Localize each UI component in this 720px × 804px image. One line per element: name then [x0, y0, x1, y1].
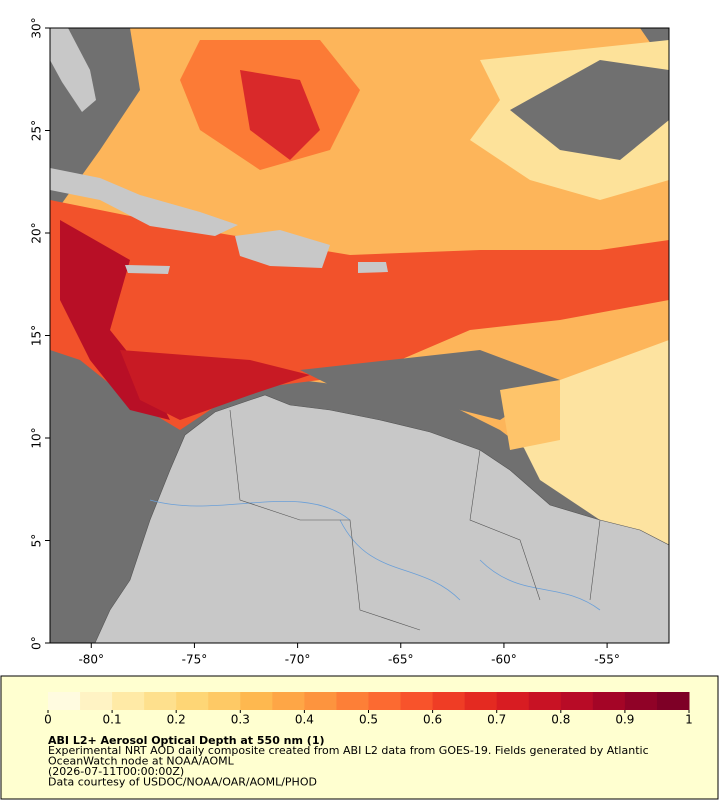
aod-field: [120, 350, 310, 420]
y-tick-label: 25°: [30, 120, 44, 141]
aod-field: [500, 380, 560, 450]
y-tick-label: 15°: [30, 325, 44, 346]
caption-line: Experimental NRT AOD daily composite cre…: [48, 744, 649, 757]
y-tick-label: 30°: [30, 17, 44, 38]
colorbar-swatch: [464, 692, 498, 710]
colorbar-swatch: [272, 692, 305, 710]
colorbar-swatch: [48, 692, 81, 710]
colorbar-swatch: [592, 692, 626, 710]
colorbar-tick-label: 0.8: [551, 713, 570, 727]
map-image: [50, 28, 669, 643]
y-tick-label: 10°: [30, 427, 44, 448]
colorbar-tick-label: 0.9: [615, 713, 634, 727]
colorbar-swatch: [208, 692, 241, 710]
colorbar-tick-label: 0.2: [167, 713, 186, 727]
colorbar-tick-label: 1: [685, 713, 693, 727]
colorbar-swatch: [80, 692, 113, 710]
y-tick-label: 5°: [30, 534, 44, 548]
land: [94, 394, 669, 643]
colorbar-tick-label: 0.1: [103, 713, 122, 727]
border: [229, 409, 601, 631]
colorbar-swatch: [432, 692, 466, 710]
land: [358, 262, 388, 273]
land: [50, 28, 96, 112]
colorbar-swatch: [656, 692, 690, 710]
colorbar-swatch: [144, 692, 177, 710]
x-tick-label: -55°: [594, 653, 620, 667]
colorbar-swatch: [496, 692, 530, 710]
aod-field: [510, 60, 669, 160]
colorbar-swatch: [368, 692, 402, 710]
colorbar-swatch: [240, 692, 273, 710]
colorbar-swatch: [176, 692, 209, 710]
x-tick-label: -80°: [78, 653, 104, 667]
colorbar-swatch: [400, 692, 434, 710]
land: [125, 265, 170, 274]
land: [235, 230, 330, 268]
y-tick-label: 20°: [30, 222, 44, 243]
colorbar-swatch: [112, 692, 145, 710]
colorbar-tick-label: 0.7: [487, 713, 506, 727]
colorbar-tick-label: 0: [44, 713, 52, 727]
aod-field: [60, 220, 170, 420]
y-tick-label: 0°: [30, 636, 44, 650]
colorbar-swatch: [304, 692, 337, 710]
caption-line: (2026-07-11T00:00:00Z): [48, 765, 184, 778]
colorbar-swatch: [624, 692, 658, 710]
x-tick-label: -75°: [182, 653, 208, 667]
caption-line: Data courtesy of USDOC/NOAA/OAR/AOML/PHO…: [48, 776, 317, 789]
colorbar-swatch: [336, 692, 369, 710]
x-tick-label: -65°: [388, 653, 414, 667]
colorbar-tick-label: 0.5: [359, 713, 378, 727]
river: [149, 499, 601, 611]
colorbar-tick-label: 0.6: [423, 713, 442, 727]
aod-field: [300, 350, 560, 420]
x-tick-label: -60°: [491, 653, 517, 667]
colorbar-swatch: [528, 692, 562, 710]
land: [50, 168, 238, 236]
x-tick-label: -70°: [285, 653, 311, 667]
caption-title: ABI L2+ Aerosol Optical Depth at 550 nm …: [48, 734, 325, 747]
colorbar-swatch: [560, 692, 594, 710]
aod-field: [240, 70, 320, 160]
colorbar-tick-label: 0.4: [295, 713, 314, 727]
colorbar-tick-label: 0.3: [231, 713, 250, 727]
caption-line: OceanWatch node at NOAA/AOML: [48, 755, 235, 768]
